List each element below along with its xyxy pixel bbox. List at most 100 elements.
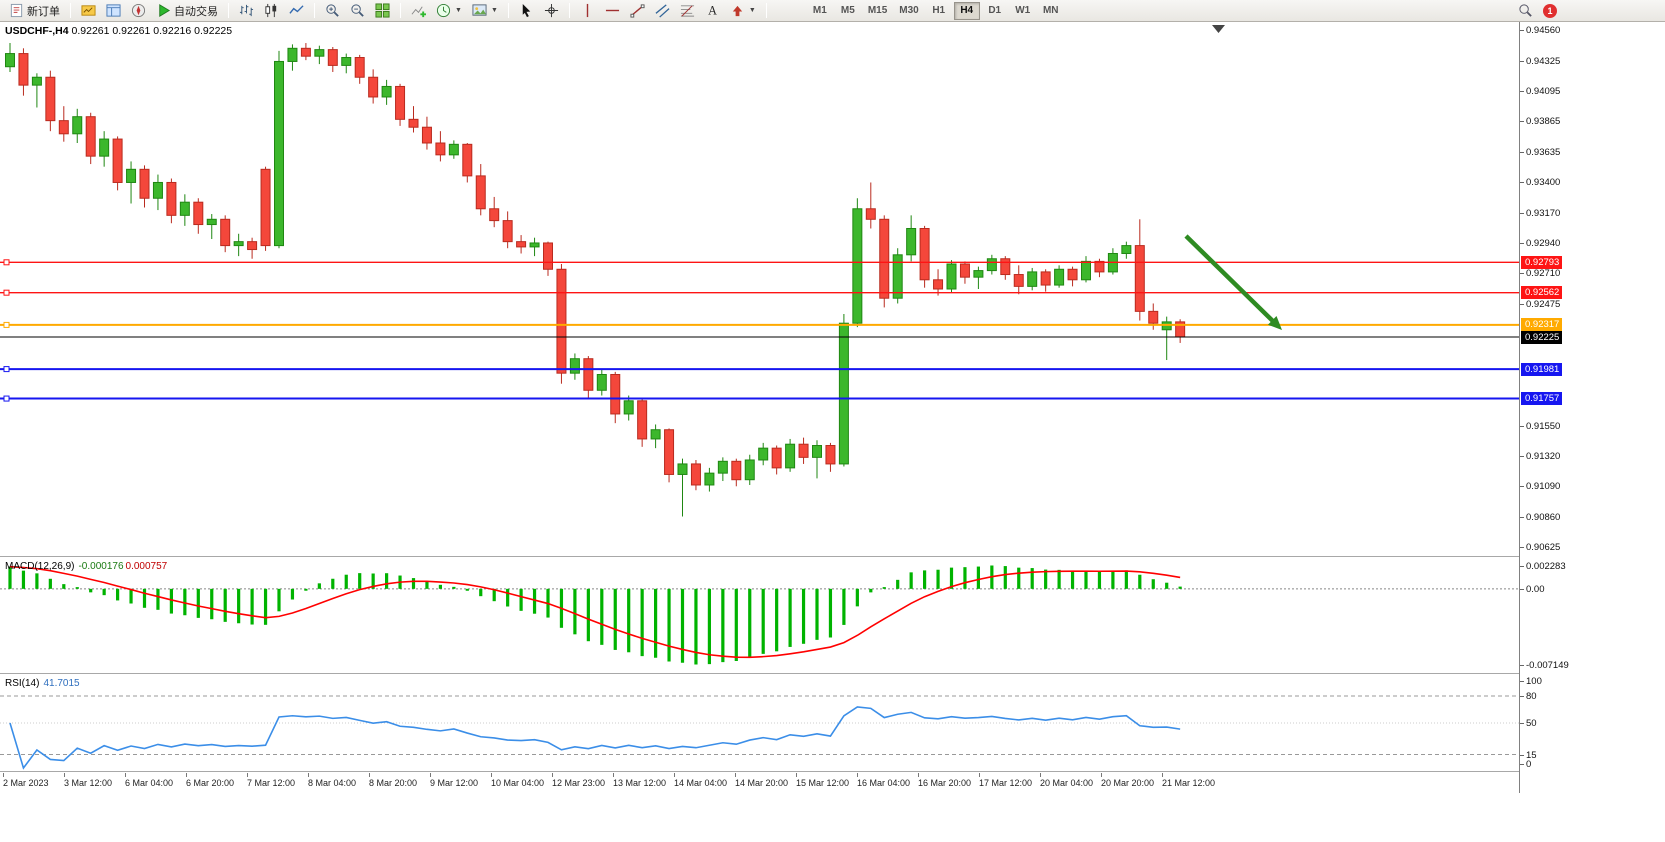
candle (1161, 316, 1172, 361)
ohlc-values: 0.92261 0.92261 0.92216 0.92225 (71, 25, 233, 37)
candle (489, 196, 500, 228)
fibonacci-button[interactable] (675, 1, 700, 21)
candle (1094, 258, 1105, 278)
vertical-line-button[interactable] (575, 1, 600, 21)
line-handle (3, 395, 10, 402)
rsi-panel[interactable] (0, 675, 1519, 771)
time-axis-label: 12 Mar 23:00 (552, 773, 606, 788)
candle (690, 459, 701, 491)
candle (327, 46, 338, 72)
candle (785, 438, 796, 472)
channel-icon (655, 3, 670, 18)
timeframe-m30-button[interactable]: M30 (894, 2, 923, 20)
macd-panel[interactable] (0, 558, 1519, 673)
timeframe-mn-button[interactable]: MN (1038, 2, 1064, 20)
new-order-button[interactable]: 新订单 (4, 1, 65, 21)
timeframe-group: M1 M5 M15 M30 H1 H4 D1 W1 MN (806, 1, 1065, 20)
navigator-button[interactable] (126, 1, 151, 21)
autotrade-button[interactable]: 自动交易 (151, 1, 223, 21)
candle (448, 140, 459, 159)
templates-button[interactable]: ▼ (467, 1, 503, 21)
candle (368, 69, 379, 104)
candle (973, 266, 984, 289)
horizontal-line-object[interactable] (0, 259, 1519, 266)
candle (650, 424, 661, 449)
candle (274, 50, 284, 249)
horizontal-line-object[interactable] (0, 366, 1519, 373)
time-axis-label: 21 Mar 12:00 (1162, 773, 1216, 788)
main-chart-panel[interactable] (0, 22, 1519, 556)
trend-arrow[interactable] (1184, 234, 1278, 326)
price-axis-label: 0.94560 (1519, 24, 1561, 36)
candle (731, 458, 742, 487)
price-tag: 0.92562 (1521, 286, 1563, 300)
notification-badge[interactable]: 1 (1543, 3, 1557, 18)
timeframe-h4-button[interactable]: H4 (953, 1, 980, 20)
crosshair-button[interactable] (539, 1, 564, 21)
search-button[interactable] (1513, 1, 1538, 21)
market-watch-button[interactable] (76, 1, 101, 21)
candle (946, 260, 957, 293)
zoom-in-button[interactable] (320, 1, 345, 21)
toolbar-separator (70, 3, 71, 18)
trendline-button[interactable] (625, 1, 650, 21)
trend-arrow-head[interactable] (1267, 316, 1282, 330)
timeframe-d1-button[interactable]: D1 (982, 2, 1008, 20)
candle (623, 395, 634, 421)
panel-divider[interactable] (0, 556, 1665, 558)
candle (408, 106, 419, 133)
timeframe-h1-button[interactable]: H1 (926, 2, 952, 20)
candle (502, 211, 513, 249)
zoom-out-button[interactable] (345, 1, 370, 21)
candle (45, 70, 56, 132)
horizontal-line-object[interactable] (0, 321, 1519, 328)
symbol-label: USDCHF-,H4 (5, 25, 69, 37)
time-axis-label: 3 Mar 12:00 (64, 773, 113, 788)
crosshair-icon (544, 3, 559, 18)
tile-windows-button[interactable] (370, 1, 395, 21)
time-axis-label: 8 Mar 04:00 (308, 773, 357, 788)
zoom-in-icon (325, 3, 340, 18)
rsi-name: RSI(14) (5, 678, 40, 689)
tile-windows-icon (375, 3, 390, 18)
timeframe-m5-button[interactable]: M5 (835, 2, 861, 20)
text-button[interactable]: A (700, 1, 725, 21)
horizontal-line-button[interactable] (600, 1, 625, 21)
candlestick-chart-button[interactable] (259, 1, 284, 21)
new-order-label: 新订单 (27, 5, 60, 18)
arrows-button[interactable]: ▼ (725, 1, 761, 21)
time-axis-label: 17 Mar 12:00 (979, 773, 1033, 788)
line-chart-button[interactable] (284, 1, 309, 21)
time-axis-label: 9 Mar 12:00 (430, 773, 479, 788)
candle (99, 131, 110, 167)
candle (1013, 265, 1024, 295)
cursor-button[interactable] (514, 1, 539, 21)
price-axis-label: 0.00 (1520, 583, 1545, 595)
time-axis[interactable]: 2 Mar 2023 3 Mar 12:00 6 Mar 04:00 6 Mar 20… (0, 773, 1519, 793)
periods-clock-icon (436, 3, 451, 18)
price-axis[interactable]: 0.94560 0.94325 0.94095 0.93865 0.93635 0.934… (1519, 22, 1665, 793)
data-window-button[interactable] (101, 1, 126, 21)
line-handle (3, 321, 10, 328)
candle (85, 112, 96, 165)
indicators-button[interactable] (406, 1, 431, 21)
candle (233, 233, 244, 257)
rsi-axis-label: 100 (1520, 676, 1542, 687)
candle (637, 398, 648, 447)
periods-button[interactable]: ▼ (431, 1, 467, 21)
timeframe-m1-button[interactable]: M1 (807, 2, 833, 20)
timeframe-m15-button[interactable]: M15 (863, 2, 892, 20)
panel-divider[interactable] (0, 771, 1665, 773)
candle (287, 44, 298, 71)
horizontal-line-object[interactable] (0, 395, 1519, 402)
price-axis-label: 0.91550 (1519, 420, 1561, 432)
autotrade-play-icon (156, 3, 171, 18)
panel-divider[interactable] (0, 673, 1665, 675)
candle (381, 79, 392, 105)
bar-chart-button[interactable] (234, 1, 259, 21)
timeframe-w1-button[interactable]: W1 (1010, 2, 1036, 20)
candle (220, 215, 231, 253)
arrows-icon (730, 3, 745, 18)
channel-button[interactable] (650, 1, 675, 21)
horizontal-line-object[interactable] (0, 289, 1519, 296)
